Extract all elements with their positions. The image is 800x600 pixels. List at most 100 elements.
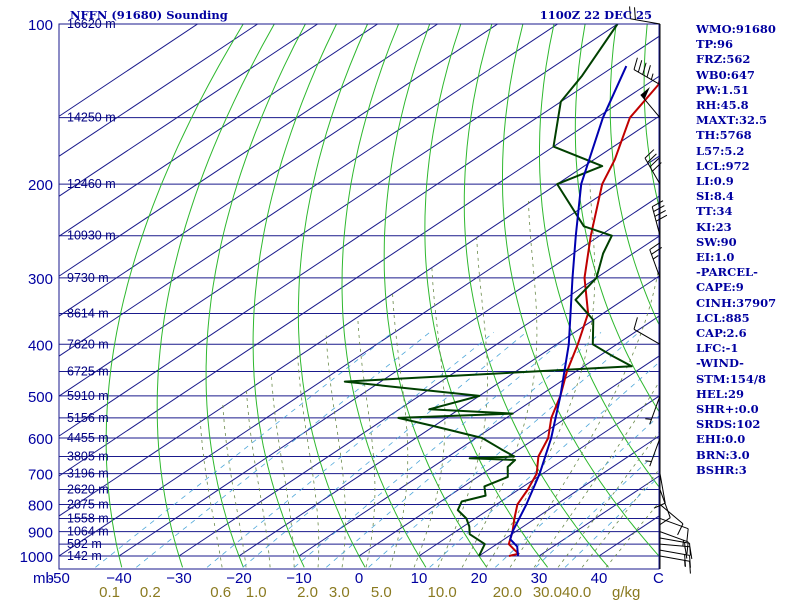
index-entry: CAP:2.6 (696, 326, 747, 341)
wind-barb (659, 517, 689, 542)
index-entry: WMO:91680 (696, 22, 776, 36)
height-label: 6725 m (67, 365, 109, 379)
height-label: 12460 m (67, 177, 116, 191)
height-label: 2620 m (67, 483, 109, 497)
isotherm-line (59, 24, 559, 357)
dry-adiabat-line (424, 24, 548, 568)
index-entry: CAPE:9 (696, 280, 744, 295)
temperature-unit-label: C (653, 570, 664, 587)
wind-barb-feather (684, 554, 686, 567)
wind-barb-half-feather (652, 255, 659, 260)
wind-barb (659, 555, 691, 574)
height-label: 3196 m (67, 467, 109, 481)
wind-barb-staff (649, 249, 661, 278)
moist-adiabat-line (581, 469, 659, 568)
isotherm-line (59, 24, 499, 317)
moist-adiabat-line (222, 404, 247, 568)
pressure-tick-label: 100 (28, 17, 53, 34)
moist-adiabat-line (485, 184, 596, 568)
dry-adiabat-line (383, 24, 488, 568)
wind-barb (659, 537, 691, 556)
mixing-ratio-line (206, 332, 495, 568)
pressure-tick-label: 400 (28, 337, 53, 354)
isotherm-line (59, 24, 619, 397)
height-label: 16620 m (67, 17, 116, 31)
index-entry: CINH:37907 (696, 295, 777, 310)
index-entry: STM:154/8 (696, 371, 767, 386)
isotherm-line (59, 115, 659, 517)
wind-barb-feather (659, 517, 671, 526)
wind-barb-staff (659, 473, 666, 504)
mixing-ratio-unit-label: g/kg (612, 584, 640, 600)
index-entry: LFC:-1 (696, 341, 739, 356)
dry-adiabat-line (539, 24, 659, 488)
wind-barb-half-feather (682, 540, 684, 547)
moist-adiabat-line (270, 374, 295, 568)
index-entry: HEL:29 (696, 386, 744, 401)
chart-title: NFFN (91680) Sounding (70, 8, 228, 22)
wind-barb-half-feather (645, 460, 652, 462)
wind-barb-feather (651, 200, 664, 208)
temperature-tick-label: 20 (471, 570, 488, 587)
wind-barbs (629, 6, 693, 574)
wind-barb-feather (647, 153, 657, 163)
wind-barb-half-feather (650, 73, 654, 80)
wind-barb-staff (640, 94, 661, 119)
pressure-tick-label: 300 (28, 271, 53, 288)
wind-barb (644, 149, 662, 185)
chart-timestamp: 1100Z 22 DEC 25 (540, 8, 652, 22)
moist-adiabat-line (389, 292, 409, 568)
index-entry: LI:0.9 (696, 174, 734, 189)
temperature-tick-label: 0 (355, 570, 363, 587)
pressure-tick-label: 500 (28, 389, 53, 406)
dry-adiabat-line (297, 24, 369, 568)
moist-adiabat-line (199, 419, 223, 568)
dry-adiabat-line (156, 24, 275, 568)
pressure-tick-label: 1000 (20, 549, 53, 566)
height-label: 1558 m (67, 511, 109, 525)
dry-adiabat-line (205, 24, 306, 568)
wind-barb-staff (633, 328, 661, 345)
temperature-tick-label: 30 (531, 570, 548, 587)
isotherm-line (59, 24, 439, 277)
dry-adiabat-line (502, 24, 659, 557)
isotherm-line (178, 235, 659, 557)
index-entry: WB0:647 (696, 67, 755, 82)
mixing-ratio-line (95, 332, 393, 568)
index-entry: BRN:3.0 (696, 447, 750, 462)
wind-barb-feather (633, 57, 638, 70)
wind-barb-feather (653, 205, 665, 212)
isotherm-line (238, 275, 659, 557)
wind-barb (629, 6, 661, 25)
index-entry: -PARCEL- (696, 265, 758, 280)
moist-adiabat-line (605, 501, 659, 568)
wind-barb-staff (659, 504, 684, 525)
height-label: 142 m (67, 549, 102, 563)
dry-adiabat-line (574, 24, 659, 413)
pressure-tick-label: 700 (28, 467, 53, 484)
wind-barb-feather (629, 6, 631, 19)
index-entry: SI:8.4 (696, 189, 734, 204)
mixing-ratio-label: 30.0 (533, 584, 562, 600)
index-entry: LCL:972 (696, 158, 750, 173)
isotherm-line (59, 24, 319, 197)
index-entry: TP:96 (696, 37, 734, 52)
index-entry: TH:5768 (696, 128, 752, 143)
moist-adiabat-line (557, 431, 659, 568)
isotherm-line (59, 24, 379, 237)
temperature-tick-label: -50 (48, 570, 70, 587)
wind-barb (653, 473, 666, 509)
dry-adiabat-line (609, 24, 659, 326)
wind-barb-feather (686, 528, 689, 542)
temperature-tick-label: −30 (166, 570, 191, 587)
index-entry: RH:45.8 (696, 98, 749, 113)
temperature-tick-label: 10 (411, 570, 428, 587)
mixing-ratio-label: 0.2 (140, 584, 161, 600)
wind-barb-feather (633, 317, 638, 330)
pressure-unit-label: mb (33, 570, 54, 587)
height-label: 9730 m (67, 271, 109, 285)
wind-barb-pennant (640, 86, 650, 100)
height-label: 2075 m (67, 497, 109, 511)
